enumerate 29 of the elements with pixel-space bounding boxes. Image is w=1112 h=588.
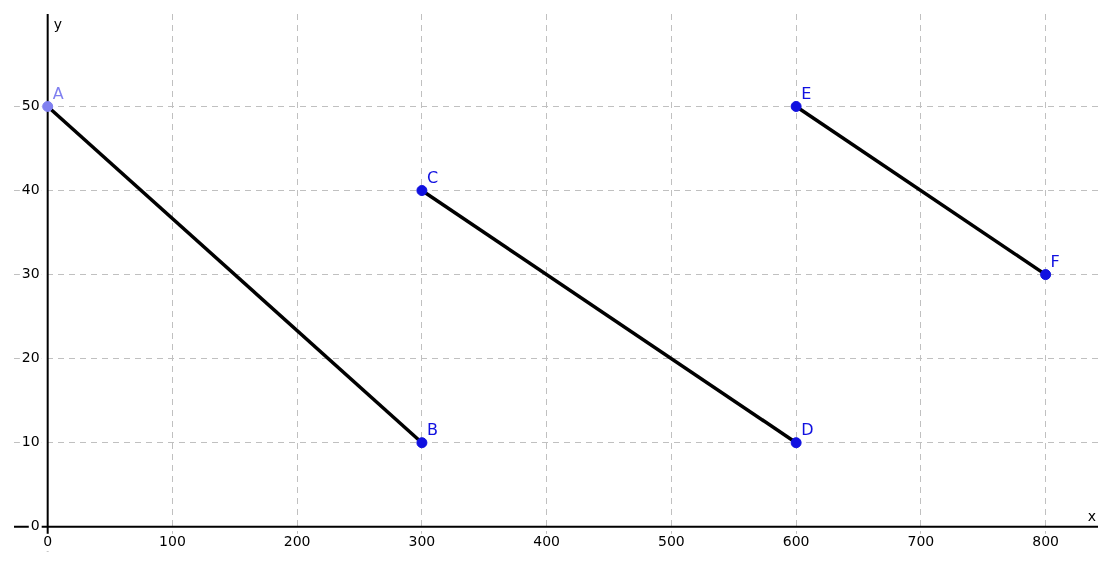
y-tick-label: 50: [21, 97, 40, 114]
x-tick-label: 600: [782, 533, 810, 550]
point: [416, 437, 428, 449]
annotation: F: [1050, 251, 1060, 271]
y-tick-label: 10: [21, 433, 40, 450]
y-tick-label: 0: [30, 517, 40, 534]
y-tick-label: 30: [21, 265, 40, 282]
point: [416, 185, 428, 197]
x-tick-label: 800: [1032, 533, 1059, 550]
point: [1040, 269, 1052, 281]
x-tick-label: 200: [283, 533, 311, 550]
x-tick-label: 700: [907, 533, 935, 550]
point: [42, 100, 54, 112]
point: [790, 437, 802, 449]
y-axis-title: y: [53, 15, 62, 32]
point: [790, 100, 802, 112]
annotation: C: [426, 167, 439, 187]
y-tick-label: 20: [21, 349, 40, 366]
annotation: D: [801, 419, 814, 439]
annotation: E: [801, 83, 812, 103]
x-tick-label: 100: [159, 533, 186, 550]
x-tick-label: 400: [533, 533, 561, 550]
annotation: B: [426, 419, 438, 439]
x-tick-label: 0: [43, 533, 53, 550]
x-tick-label: 500: [658, 533, 685, 550]
x-tick-label: 300: [408, 533, 436, 550]
x-axis-title: x: [1087, 508, 1096, 525]
y-tick-label: 40: [21, 181, 40, 198]
annotation: A: [52, 83, 64, 103]
